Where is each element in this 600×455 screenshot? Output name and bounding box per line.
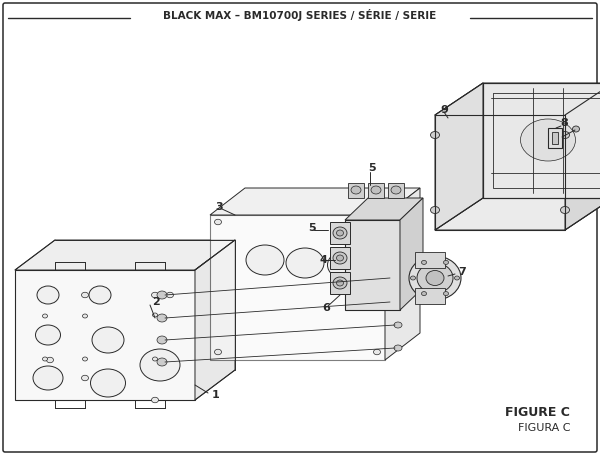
Ellipse shape <box>157 314 167 322</box>
Ellipse shape <box>89 286 111 304</box>
Ellipse shape <box>431 131 439 138</box>
Ellipse shape <box>246 245 284 275</box>
Polygon shape <box>385 188 420 360</box>
Polygon shape <box>368 183 384 198</box>
Ellipse shape <box>361 256 389 278</box>
Polygon shape <box>400 198 423 310</box>
Polygon shape <box>348 183 364 198</box>
Text: FIGURA C: FIGURA C <box>517 423 570 433</box>
Ellipse shape <box>43 314 47 318</box>
Ellipse shape <box>151 397 158 403</box>
Ellipse shape <box>391 186 401 194</box>
Ellipse shape <box>443 260 449 264</box>
Polygon shape <box>345 198 423 220</box>
Polygon shape <box>415 288 445 304</box>
Ellipse shape <box>157 336 167 344</box>
Polygon shape <box>565 83 600 230</box>
Ellipse shape <box>351 186 361 194</box>
Polygon shape <box>210 188 420 215</box>
Ellipse shape <box>394 322 402 328</box>
Ellipse shape <box>140 349 180 381</box>
Ellipse shape <box>394 345 402 351</box>
Ellipse shape <box>157 291 167 299</box>
Ellipse shape <box>333 252 347 264</box>
Ellipse shape <box>389 299 397 305</box>
Ellipse shape <box>371 186 381 194</box>
Ellipse shape <box>373 219 380 225</box>
Ellipse shape <box>572 126 580 132</box>
Ellipse shape <box>426 271 444 285</box>
Polygon shape <box>195 240 235 400</box>
Ellipse shape <box>43 357 47 361</box>
Ellipse shape <box>215 349 221 355</box>
Polygon shape <box>15 240 235 270</box>
Ellipse shape <box>560 207 569 213</box>
Text: 4: 4 <box>320 255 328 265</box>
Ellipse shape <box>152 357 157 361</box>
Ellipse shape <box>455 276 460 280</box>
Ellipse shape <box>215 219 221 225</box>
Polygon shape <box>330 222 350 244</box>
Polygon shape <box>548 128 562 148</box>
Text: 5: 5 <box>308 223 316 233</box>
Ellipse shape <box>410 276 415 280</box>
Ellipse shape <box>431 207 439 213</box>
Polygon shape <box>483 83 600 198</box>
Ellipse shape <box>83 357 88 361</box>
Polygon shape <box>330 247 350 269</box>
Ellipse shape <box>409 256 461 300</box>
Text: 8: 8 <box>560 118 568 128</box>
Ellipse shape <box>47 357 53 363</box>
Ellipse shape <box>82 375 89 381</box>
Polygon shape <box>345 220 400 310</box>
Ellipse shape <box>421 260 427 264</box>
Ellipse shape <box>83 314 88 318</box>
Ellipse shape <box>152 313 157 317</box>
Text: BLACK MAX – BM10700J SERIES / SÉRIE / SERIE: BLACK MAX – BM10700J SERIES / SÉRIE / SE… <box>163 9 437 21</box>
Text: 3: 3 <box>215 202 223 212</box>
Ellipse shape <box>337 230 343 236</box>
Ellipse shape <box>337 280 343 286</box>
Polygon shape <box>388 183 404 198</box>
Ellipse shape <box>389 275 397 281</box>
Polygon shape <box>330 272 350 294</box>
Ellipse shape <box>157 358 167 366</box>
Ellipse shape <box>560 131 569 138</box>
Ellipse shape <box>37 286 59 304</box>
Ellipse shape <box>333 227 347 239</box>
Ellipse shape <box>521 119 575 161</box>
Polygon shape <box>435 198 600 230</box>
Text: 7: 7 <box>458 267 466 277</box>
Ellipse shape <box>417 263 453 293</box>
Ellipse shape <box>33 366 63 390</box>
Ellipse shape <box>82 292 89 298</box>
Ellipse shape <box>35 325 61 345</box>
Polygon shape <box>435 83 600 115</box>
Ellipse shape <box>167 292 173 298</box>
Text: FIGURE C: FIGURE C <box>505 405 570 419</box>
Polygon shape <box>415 252 445 268</box>
Polygon shape <box>210 215 385 360</box>
Text: 9: 9 <box>440 105 448 115</box>
Ellipse shape <box>91 369 125 397</box>
Ellipse shape <box>286 248 324 278</box>
Ellipse shape <box>337 255 343 261</box>
Text: 2: 2 <box>152 297 160 307</box>
Text: 1: 1 <box>212 390 220 400</box>
Ellipse shape <box>92 327 124 353</box>
Ellipse shape <box>333 277 347 289</box>
Text: 5: 5 <box>368 163 376 173</box>
Ellipse shape <box>151 292 158 298</box>
Polygon shape <box>552 132 558 144</box>
Polygon shape <box>435 83 483 230</box>
Polygon shape <box>15 270 195 400</box>
Ellipse shape <box>328 251 362 279</box>
Ellipse shape <box>373 349 380 355</box>
Ellipse shape <box>421 292 427 296</box>
Text: 6: 6 <box>322 303 330 313</box>
Ellipse shape <box>443 292 449 296</box>
